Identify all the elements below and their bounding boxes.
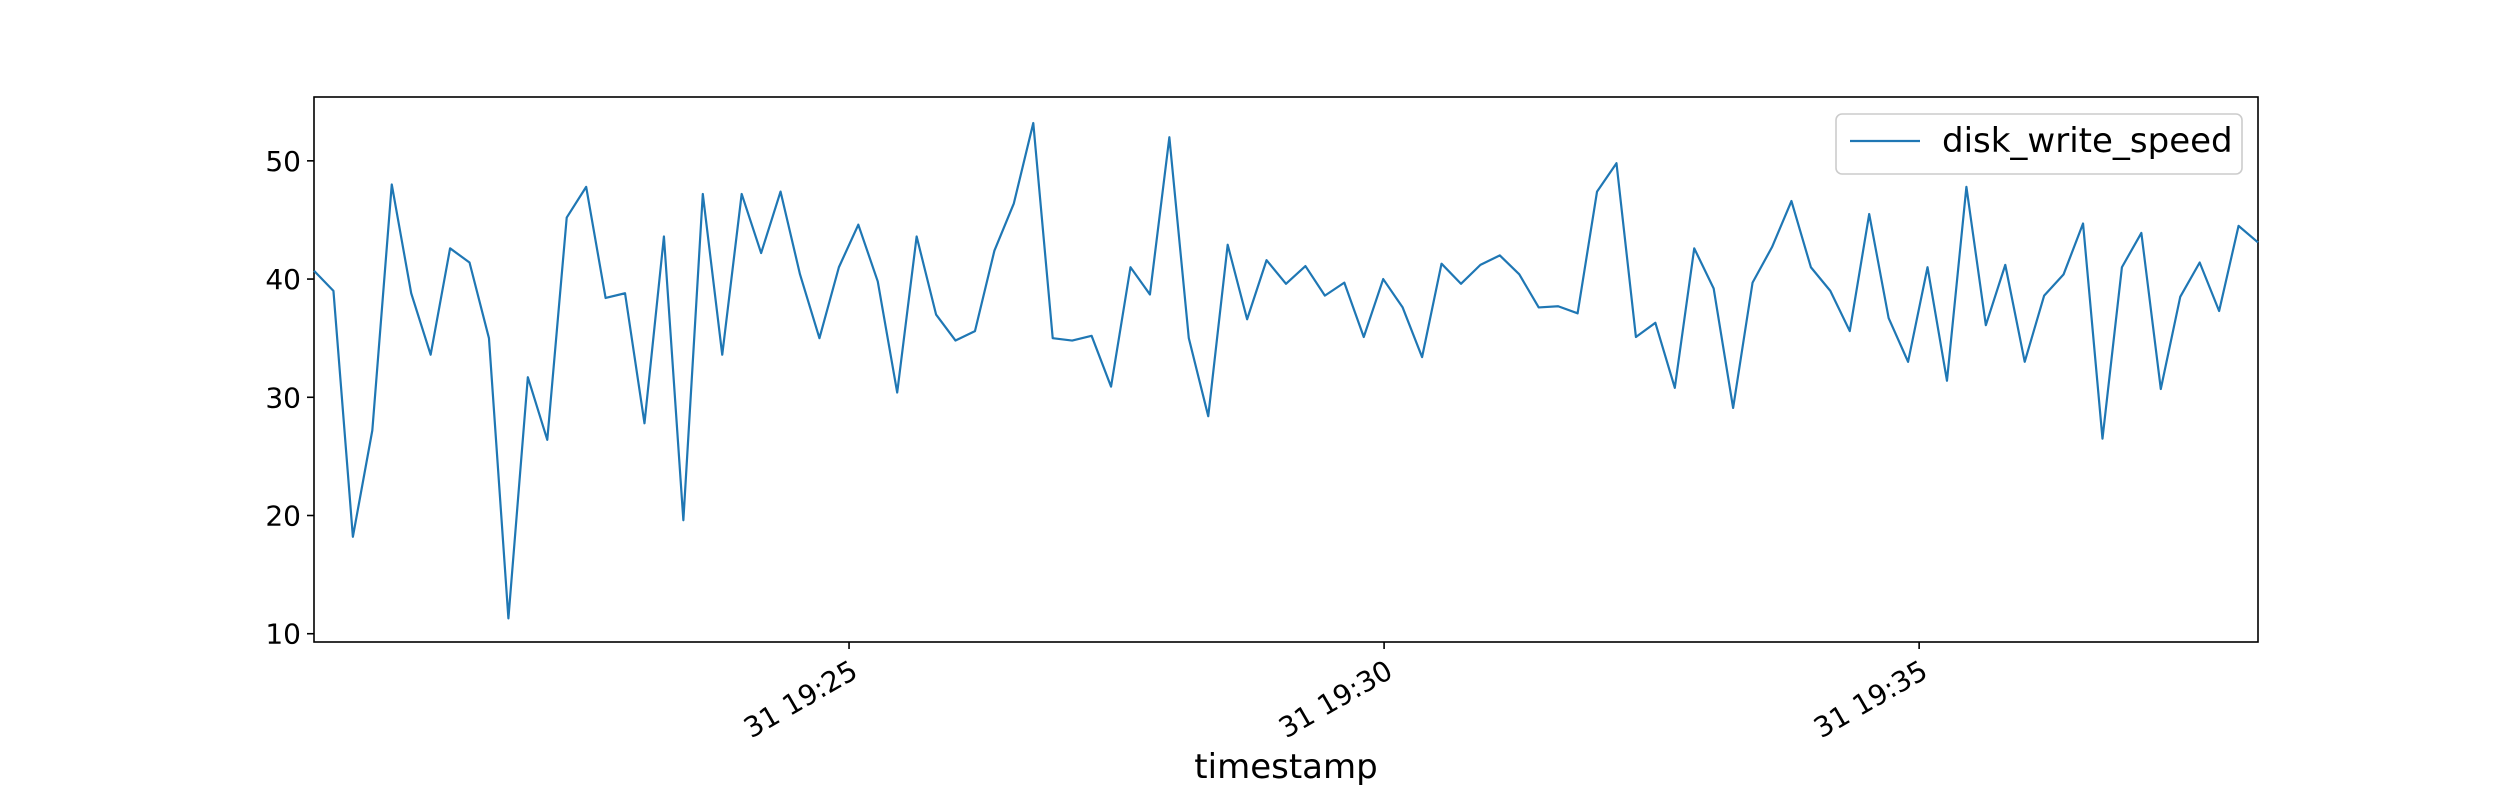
series-line-disk-write-speed [313, 121, 2259, 620]
legend: disk_write_speed [1835, 113, 2243, 175]
x-tick-label: 31 19:25 [738, 654, 863, 745]
plot-area-frame [313, 96, 2259, 643]
y-tick-label: 30 [265, 381, 301, 414]
y-axis: 10 20 30 40 50 [265, 145, 314, 651]
x-tick-label: 31 19:30 [1273, 654, 1398, 745]
x-tick-label: 31 19:35 [1808, 654, 1933, 745]
y-tick-label: 10 [265, 618, 301, 651]
x-axis: 31 19:25 31 19:30 31 19:35 [738, 642, 1933, 745]
y-tick-label: 20 [265, 500, 301, 533]
y-tick-label: 40 [265, 263, 301, 296]
x-axis-title: timestamp [1194, 747, 1377, 787]
series-layer [313, 121, 2259, 620]
legend-label: disk_write_speed [1942, 121, 2233, 161]
y-tick-label: 50 [265, 145, 301, 178]
legend-box [1835, 113, 2243, 175]
